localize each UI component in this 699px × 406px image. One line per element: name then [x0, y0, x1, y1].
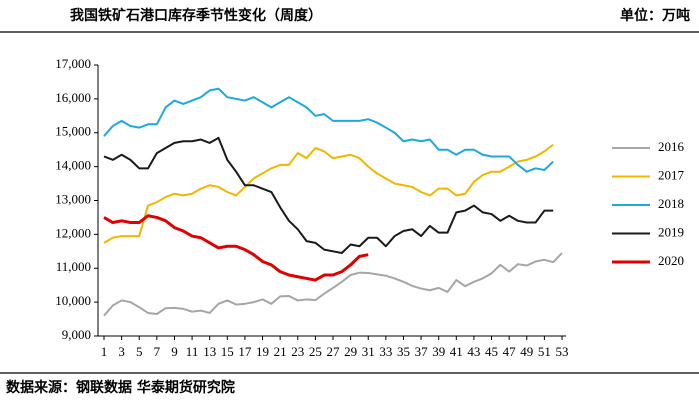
series-line	[103, 143, 554, 244]
x-tick-label: 9	[171, 344, 178, 359]
x-tick-label: 7	[154, 344, 161, 359]
y-tick-label: 9,000	[62, 327, 91, 342]
x-tick-label: 19	[256, 344, 269, 359]
x-tick-label: 53	[556, 344, 569, 359]
x-tick-label: 3	[118, 344, 125, 359]
x-tick-label: 29	[344, 344, 357, 359]
chart-title: 我国铁矿石港口库存季节性变化（周度）	[70, 7, 322, 24]
legend-label: 2020	[658, 253, 684, 268]
legend-label: 2019	[658, 224, 684, 239]
series-line	[103, 252, 563, 317]
x-tick-label: 5	[136, 344, 143, 359]
unit-label: 单位：万吨	[620, 7, 690, 24]
y-tick-label: 11,000	[56, 259, 91, 274]
series-line	[103, 136, 554, 255]
x-tick-label: 45	[485, 344, 498, 359]
x-tick-label: 23	[291, 344, 304, 359]
y-tick-label: 14,000	[55, 158, 91, 173]
legend-label: 2017	[658, 167, 685, 182]
y-tick-label: 12,000	[55, 225, 91, 240]
x-tick-label: 1	[101, 344, 108, 359]
legend-label: 2018	[658, 196, 684, 211]
y-tick-label: 17,000	[55, 56, 91, 71]
x-tick-label: 13	[203, 344, 216, 359]
x-tick-label: 37	[415, 344, 429, 359]
y-tick-label: 13,000	[55, 191, 91, 206]
x-tick-label: 43	[467, 344, 480, 359]
x-tick-label: 15	[221, 344, 234, 359]
series-line	[103, 87, 554, 173]
x-tick-label: 17	[238, 344, 252, 359]
x-tick-label: 47	[503, 344, 517, 359]
y-tick-label: 10,000	[55, 293, 91, 308]
y-tick-label: 16,000	[55, 90, 91, 105]
series-line	[103, 214, 369, 282]
x-tick-label: 39	[432, 344, 445, 359]
x-tick-label: 21	[274, 344, 287, 359]
x-tick-label: 51	[538, 344, 551, 359]
x-tick-label: 27	[327, 344, 341, 359]
x-tick-label: 35	[397, 344, 410, 359]
x-tick-label: 41	[450, 344, 463, 359]
source-note: 数据来源：钢联数据 华泰期货研究院	[6, 379, 235, 396]
x-tick-label: 11	[186, 344, 199, 359]
x-tick-label: 33	[379, 344, 392, 359]
x-tick-label: 31	[362, 344, 375, 359]
x-tick-label: 49	[520, 344, 533, 359]
legend-label: 2016	[658, 139, 685, 154]
y-tick-label: 15,000	[55, 124, 91, 139]
x-tick-label: 25	[309, 344, 322, 359]
